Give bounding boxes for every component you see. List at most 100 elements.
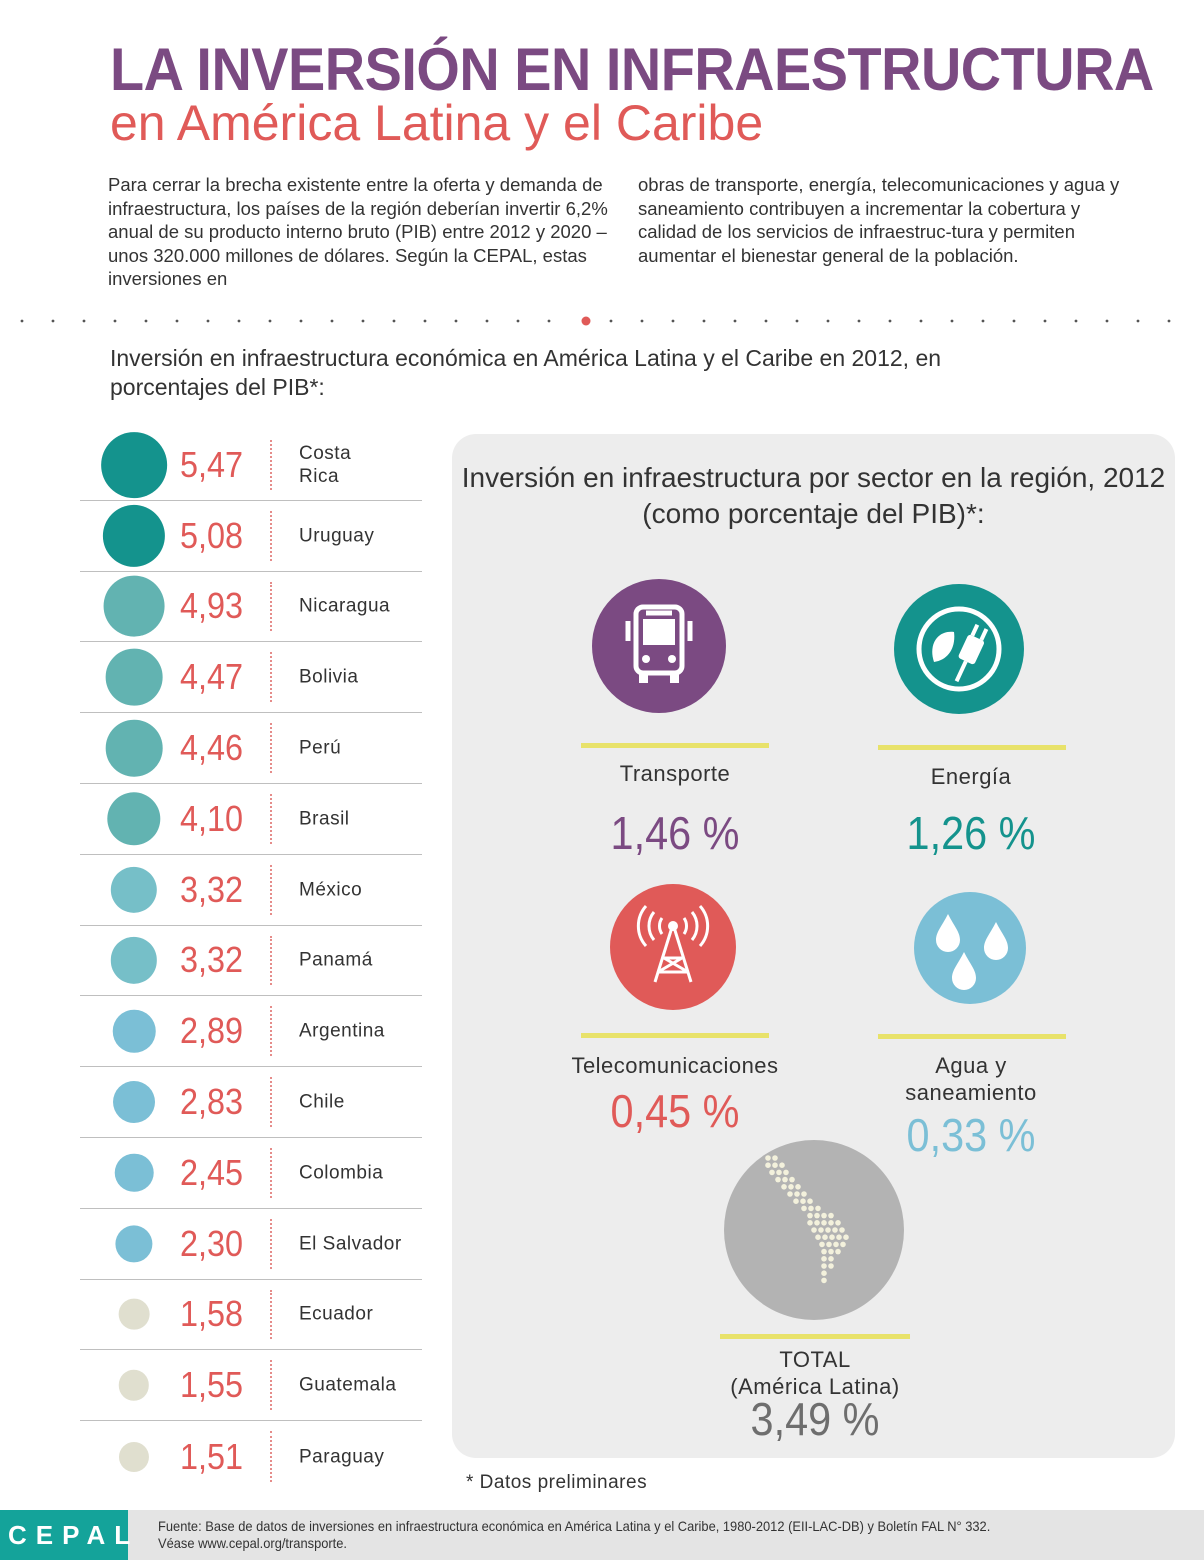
divider-dot — [268, 319, 272, 323]
divider-dot — [144, 319, 148, 323]
map-dot — [801, 1191, 807, 1197]
table-row: 2,45 Colombia — [80, 1138, 422, 1209]
table-row: 5,08 Uruguay — [80, 501, 422, 572]
bus-icon — [592, 579, 726, 713]
row-divider-tick — [270, 1289, 272, 1340]
divider-dot — [888, 319, 892, 323]
map-dot — [772, 1155, 778, 1161]
table-row: 1,55 Guatemala — [80, 1350, 422, 1422]
country-name: El Salvador — [299, 1233, 402, 1255]
divider-dot — [609, 319, 613, 323]
value-bubble — [112, 1010, 156, 1053]
map-dot — [843, 1234, 849, 1240]
value-bubble — [110, 937, 158, 984]
country-value: 1,51 — [180, 1435, 244, 1477]
country-value: 5,08 — [180, 514, 244, 556]
map-dot — [814, 1212, 820, 1219]
footer-source-line2: Véase www.cepal.org/transporte. — [158, 1535, 348, 1551]
map-dot — [811, 1227, 817, 1233]
row-divider-tick — [270, 1218, 272, 1269]
telecom-value: 0,45 % — [610, 1085, 740, 1137]
row-divider-tick — [270, 1006, 272, 1057]
country-value: 5,47 — [180, 443, 244, 485]
water-drops-icon — [914, 892, 1026, 1004]
map-dot — [772, 1162, 778, 1168]
map-dot — [815, 1234, 821, 1240]
value-bubble — [105, 719, 163, 777]
value-bubble — [118, 1441, 150, 1472]
divider-dot — [113, 319, 117, 323]
value-bubble — [110, 866, 158, 913]
agua-bar — [878, 1034, 1066, 1039]
divider-red-dot — [581, 316, 591, 326]
divider-dot — [1167, 319, 1171, 323]
country-name: Panamá — [299, 949, 373, 971]
map-dot — [839, 1227, 845, 1233]
row-divider-tick — [270, 793, 272, 844]
map-dot — [801, 1205, 807, 1212]
divider-dot — [857, 319, 861, 323]
divider-dot — [640, 319, 644, 323]
intro-right: obras de transporte, energía, telecomuni… — [638, 174, 1120, 266]
country-value: 3,32 — [180, 868, 244, 910]
country-value: 1,58 — [180, 1293, 244, 1335]
latin-america-map-icon — [724, 1140, 904, 1320]
country-name: Chile — [299, 1091, 345, 1113]
country-value: 4,93 — [180, 585, 244, 627]
row-divider-tick — [270, 1147, 272, 1198]
antenna-icon — [610, 884, 736, 1010]
country-value: 4,47 — [180, 656, 244, 698]
map-dot — [818, 1227, 824, 1233]
map-dot — [783, 1169, 789, 1176]
map-dot — [782, 1176, 788, 1183]
map-dot — [819, 1241, 825, 1248]
country-name: Ecuador — [299, 1303, 374, 1325]
map-dot — [807, 1220, 813, 1226]
row-divider-tick — [270, 1077, 272, 1127]
divider-dot — [51, 319, 55, 323]
telecom-label: Telecomunicaciones — [571, 1053, 779, 1078]
cepal-logo: CEPAL — [0, 1510, 130, 1560]
row-divider-tick — [270, 723, 272, 773]
map-dot — [835, 1248, 841, 1255]
country-value: 1,55 — [180, 1364, 244, 1406]
map-dot — [836, 1234, 842, 1240]
map-dot — [825, 1227, 831, 1233]
country-value: 2,30 — [180, 1222, 244, 1264]
country-name: Guatemala — [299, 1374, 397, 1396]
table-row: 4,47 Bolivia — [80, 642, 422, 714]
map-dot — [793, 1198, 799, 1204]
row-divider-tick — [270, 440, 272, 490]
map-dot — [821, 1212, 827, 1219]
divider-dot — [981, 319, 985, 323]
map-dot — [832, 1227, 838, 1233]
country-name: Paraguay — [299, 1446, 385, 1468]
divider-dot — [1136, 319, 1140, 323]
divider-dot — [919, 319, 923, 323]
country-list: 5,47 Costa Rica 5,08 Uruguay 4,93 Nicaragua 4,… — [80, 430, 422, 1492]
divider-dot — [950, 319, 954, 323]
table-row: 2,30 El Salvador — [80, 1209, 422, 1280]
sector-panel: Inversión en infraestructura por sector … — [452, 434, 1175, 1458]
divider-dot — [1105, 319, 1109, 323]
divider-dot — [1043, 319, 1047, 323]
divider-dot — [361, 319, 365, 323]
value-bubble — [103, 576, 165, 637]
map-dot — [769, 1169, 775, 1176]
map-dot — [828, 1212, 834, 1219]
divider-dot — [20, 319, 24, 323]
row-divider-tick — [270, 652, 272, 703]
transporte-value: 1,46 % — [610, 807, 740, 859]
value-bubble — [114, 1153, 154, 1193]
footer-source-line1: Fuente: Base de datos de inversiones en … — [158, 1518, 991, 1534]
divider-dot — [485, 319, 489, 323]
country-name: Colombia — [299, 1162, 384, 1184]
map-dot — [794, 1191, 800, 1197]
value-bubble — [101, 432, 167, 498]
country-value: 4,10 — [180, 797, 244, 839]
map-dot — [815, 1205, 821, 1212]
map-dot — [775, 1176, 781, 1183]
map-dot — [821, 1263, 827, 1269]
map-dot — [840, 1241, 846, 1248]
divider-dot — [733, 319, 737, 323]
